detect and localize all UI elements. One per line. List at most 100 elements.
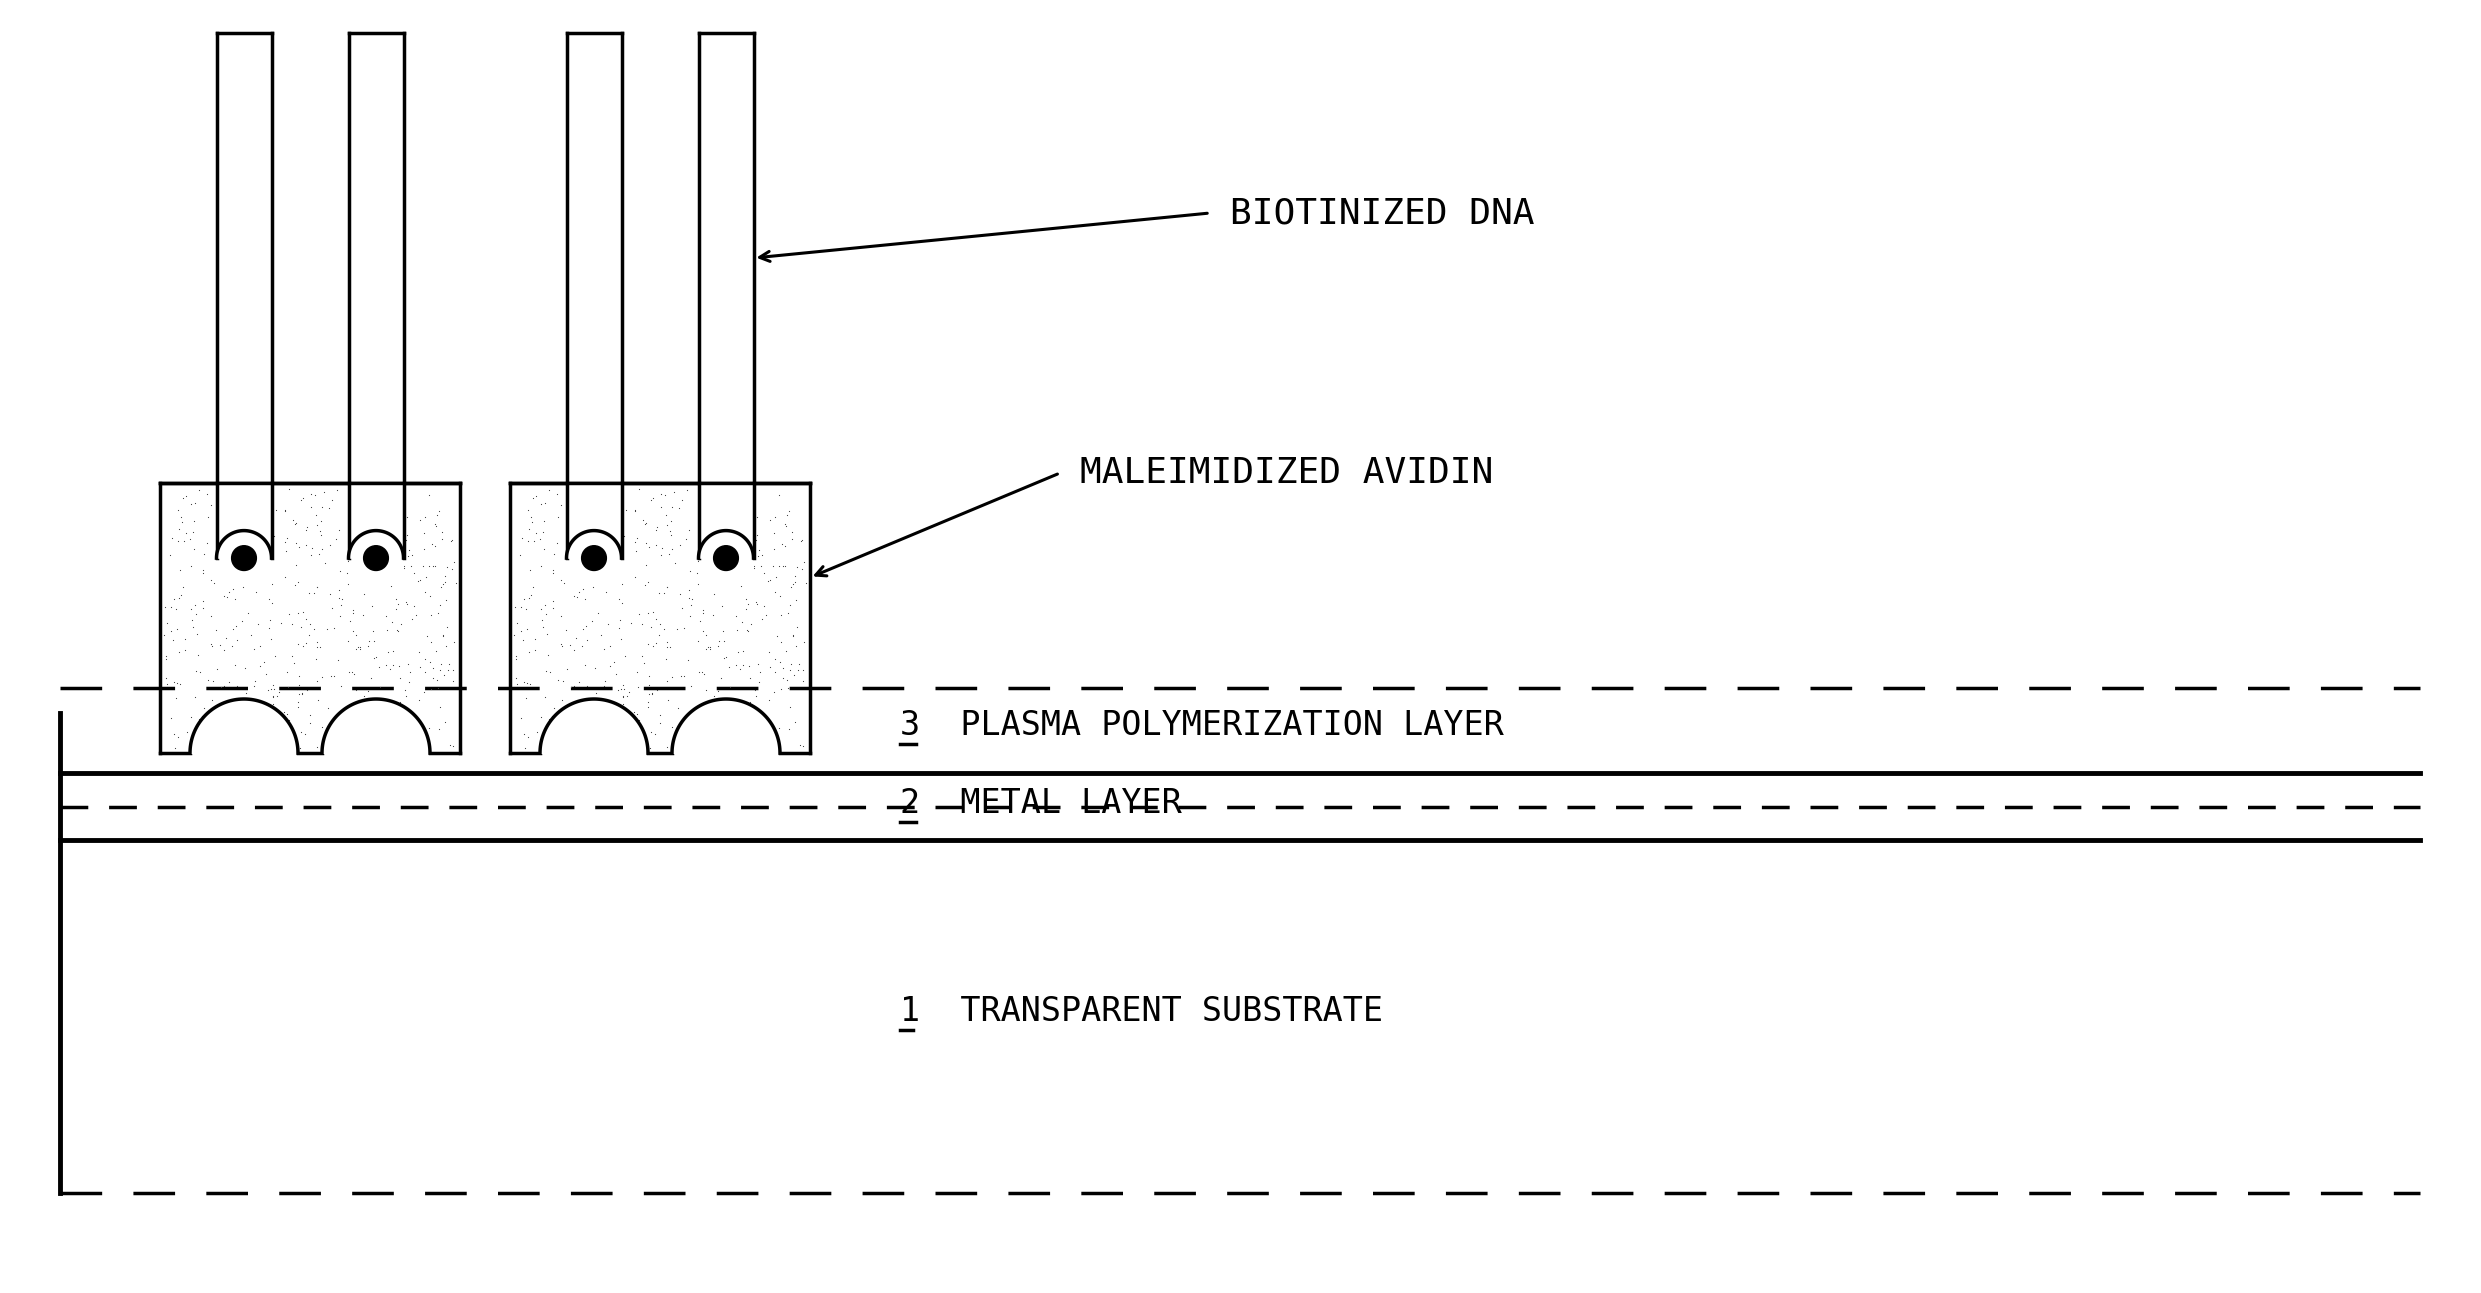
Point: [523, 522, 563, 543]
Point: [184, 698, 223, 719]
Point: [399, 569, 439, 590]
Point: [251, 628, 290, 649]
Point: [427, 636, 466, 657]
Point: [600, 628, 640, 649]
Point: [399, 689, 439, 710]
Point: [409, 556, 449, 577]
Point: [246, 663, 285, 684]
Point: [777, 590, 816, 610]
Point: [166, 522, 206, 543]
Point: [737, 530, 777, 551]
Point: [667, 650, 707, 671]
Point: [290, 625, 330, 645]
Bar: [700, 484, 754, 586]
Point: [323, 595, 362, 615]
Point: [628, 634, 667, 654]
Point: [662, 489, 702, 509]
Point: [702, 621, 742, 641]
Point: [523, 617, 563, 637]
Point: [759, 652, 799, 672]
Point: [414, 515, 454, 535]
Point: [419, 595, 459, 615]
Point: [729, 692, 769, 712]
Point: [424, 572, 464, 592]
Point: [759, 556, 799, 577]
Point: [275, 533, 315, 553]
Point: [747, 570, 786, 591]
Point: [385, 680, 424, 701]
Point: [772, 577, 811, 597]
Point: [705, 648, 744, 668]
Point: [509, 500, 548, 521]
Point: [216, 615, 256, 636]
Point: [432, 530, 471, 551]
Point: [605, 499, 645, 520]
Point: [203, 639, 243, 659]
Point: [645, 649, 685, 670]
Polygon shape: [541, 700, 648, 753]
Point: [290, 614, 330, 635]
Point: [660, 534, 700, 555]
Point: [298, 737, 337, 758]
Point: [265, 500, 305, 521]
Point: [643, 544, 682, 565]
Point: [643, 618, 682, 639]
Point: [385, 680, 424, 701]
Point: [166, 721, 206, 742]
Point: [538, 484, 578, 504]
Point: [618, 703, 657, 724]
Point: [767, 640, 806, 661]
Point: [298, 577, 337, 597]
Point: [194, 573, 233, 593]
Point: [742, 701, 782, 721]
Point: [327, 551, 367, 572]
Point: [667, 480, 707, 500]
Point: [285, 632, 325, 653]
Point: [290, 544, 330, 565]
Point: [285, 632, 325, 653]
Point: [387, 530, 427, 551]
Point: [288, 535, 327, 556]
Point: [392, 544, 432, 565]
Point: [308, 697, 347, 718]
Point: [166, 522, 206, 543]
Point: [640, 614, 680, 635]
Point: [419, 678, 459, 698]
Point: [633, 487, 672, 508]
Point: [603, 593, 643, 614]
Point: [533, 706, 573, 727]
Point: [747, 605, 786, 626]
Point: [189, 507, 228, 528]
Point: [509, 587, 548, 608]
Point: [541, 634, 581, 654]
Point: [566, 676, 605, 697]
Point: [528, 480, 568, 500]
Point: [156, 599, 196, 619]
Point: [253, 693, 293, 714]
Point: [253, 687, 293, 707]
Point: [280, 684, 320, 705]
Point: [653, 667, 692, 688]
Point: [189, 507, 228, 528]
Point: [327, 631, 367, 652]
Point: [615, 500, 655, 521]
Point: [424, 565, 464, 586]
Point: [290, 497, 330, 517]
Point: [749, 509, 789, 530]
Point: [310, 534, 350, 555]
Point: [422, 529, 461, 550]
Point: [777, 617, 816, 637]
Point: [533, 562, 573, 583]
Point: [618, 528, 657, 548]
Point: [749, 689, 789, 710]
Point: [218, 630, 258, 650]
Point: [375, 599, 414, 619]
Point: [226, 683, 265, 703]
Point: [283, 683, 323, 703]
Point: [526, 604, 566, 625]
Point: [298, 631, 337, 652]
Point: [419, 595, 459, 615]
Point: [590, 636, 630, 657]
Point: [303, 667, 342, 688]
Point: [583, 676, 623, 697]
